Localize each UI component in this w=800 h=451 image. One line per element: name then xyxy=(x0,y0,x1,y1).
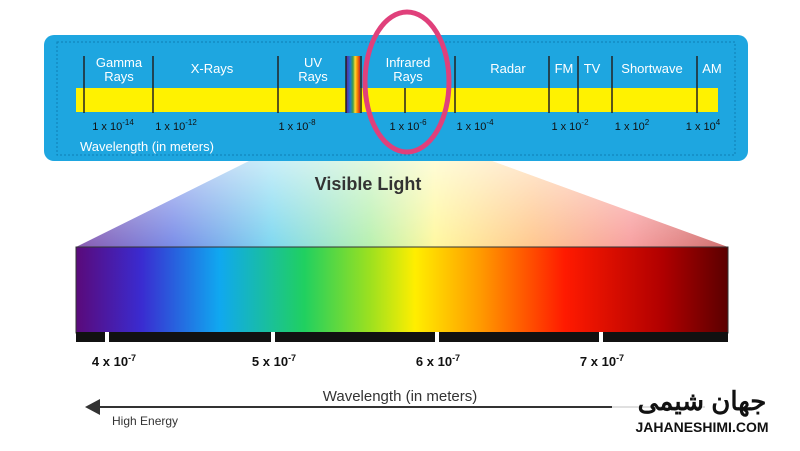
exponent: -14 xyxy=(122,118,134,127)
exponent: -2 xyxy=(581,118,589,127)
band-label: Gamma xyxy=(96,55,143,70)
band-label: AM xyxy=(702,61,722,76)
bottom-axis-label: Wavelength (in meters) xyxy=(323,388,478,405)
exponent: -7 xyxy=(288,353,296,363)
band-label: Rays xyxy=(104,69,134,84)
band-label: Radar xyxy=(490,61,526,76)
band-label: X-Rays xyxy=(191,61,234,76)
base: 4 x 10 xyxy=(92,354,128,369)
watermark-logo: جهان شیمی xyxy=(638,386,767,417)
sci-label: 4 x 10-7 xyxy=(92,353,136,369)
band-label: Rays xyxy=(393,69,423,84)
sci-label: 6 x 10-7 xyxy=(416,353,460,369)
sci-label: 1 x 10-12 xyxy=(155,118,197,133)
sci-label: 5 x 10-7 xyxy=(252,353,296,369)
base: 6 x 10 xyxy=(416,354,452,369)
visible-spectrum xyxy=(75,246,729,334)
arrow-head xyxy=(85,399,100,415)
watermark-site: JAHANESHIMI.COM xyxy=(635,419,768,435)
exponent: 4 xyxy=(716,118,721,127)
band-label: Infrared xyxy=(386,55,431,70)
visible-title: Visible Light xyxy=(315,174,422,194)
sci-label: 1 x 104 xyxy=(686,118,721,133)
visible-tick-labels: 4 x 10-7 5 x 10-7 6 x 10-7 7 x 10-7 xyxy=(92,353,624,369)
base: 1 x 10 xyxy=(155,121,185,133)
base: 1 x 10 xyxy=(92,121,122,133)
band-label: UV xyxy=(304,55,322,70)
tick-marks xyxy=(105,332,603,342)
wavelength-labels: 1 x 10-14 1 x 10-12 1 x 10-8 1 x 10-6 1 x 10… xyxy=(92,118,721,133)
sci-label: 1 x 10-4 xyxy=(456,118,494,133)
exponent: 2 xyxy=(645,118,650,127)
exponent: -8 xyxy=(308,118,316,127)
cone-fade xyxy=(76,113,728,247)
exponent: -7 xyxy=(452,353,460,363)
band-label: Rays xyxy=(298,69,328,84)
exponent: -12 xyxy=(185,118,197,127)
base: 1 x 10 xyxy=(278,121,308,133)
sci-label: 1 x 10-2 xyxy=(551,118,589,133)
band-label: TV xyxy=(584,61,601,76)
separators xyxy=(83,56,698,113)
base: 5 x 10 xyxy=(252,354,288,369)
band-label: FM xyxy=(555,61,574,76)
sci-label: 1 x 10-14 xyxy=(92,118,134,133)
visible-stripe xyxy=(346,56,360,113)
exponent: -4 xyxy=(486,118,494,127)
tick-bar xyxy=(76,332,728,342)
base: 1 x 10 xyxy=(615,121,645,133)
base: 1 x 10 xyxy=(686,121,716,133)
axis-label: Wavelength (in meters) xyxy=(80,139,214,154)
spectrum-band xyxy=(76,88,718,112)
sci-label: 1 x 102 xyxy=(615,118,650,133)
watermark-bg xyxy=(612,380,800,446)
base: 7 x 10 xyxy=(580,354,616,369)
base: 1 x 10 xyxy=(456,121,486,133)
sci-label: 1 x 10-6 xyxy=(389,118,427,133)
band-label: Shortwave xyxy=(621,61,682,76)
sci-label: 7 x 10-7 xyxy=(580,353,624,369)
base: 1 x 10 xyxy=(551,121,581,133)
sci-label: 1 x 10-8 xyxy=(278,118,316,133)
panel-border xyxy=(56,41,736,156)
highlight-ellipse xyxy=(362,9,452,155)
exponent: -7 xyxy=(128,353,136,363)
exponent: -6 xyxy=(419,118,427,127)
exponent: -7 xyxy=(616,353,624,363)
base: 1 x 10 xyxy=(389,121,419,133)
arrow-label: High Energy xyxy=(112,414,178,428)
